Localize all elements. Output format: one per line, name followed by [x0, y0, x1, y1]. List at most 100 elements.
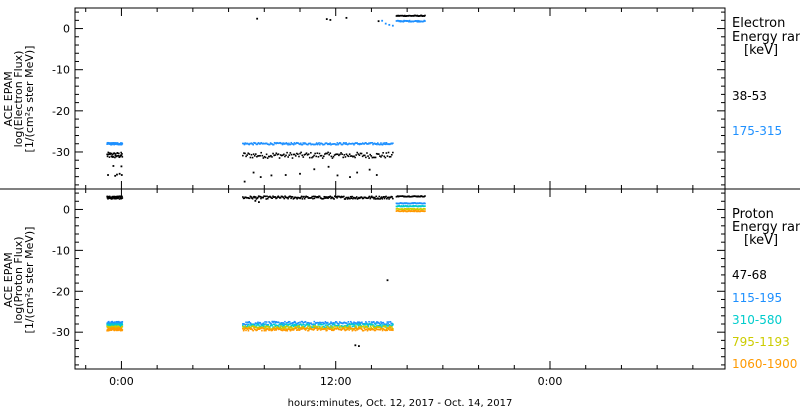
data-point: [292, 322, 295, 324]
data-point: [259, 325, 262, 328]
data-point: [277, 153, 280, 155]
data-point: [299, 152, 301, 155]
data-point: [303, 143, 305, 145]
data-point: [344, 143, 347, 145]
data-point: [318, 326, 320, 328]
data-point: [106, 143, 108, 145]
data-point: [243, 328, 246, 331]
data-point: [340, 196, 342, 199]
data-point: [262, 322, 265, 324]
data-point: [306, 327, 308, 330]
data-point: [110, 321, 113, 323]
data-point: [322, 155, 325, 158]
data-point: [386, 197, 388, 200]
data-point: [377, 20, 380, 23]
data-point: [121, 329, 124, 331]
data-point: [112, 197, 114, 200]
electron-legend-title-1: Electron: [732, 16, 785, 31]
data-point: [273, 329, 276, 331]
data-point: [298, 325, 301, 328]
data-point: [265, 321, 268, 323]
data-point: [314, 152, 316, 155]
data-point: [295, 327, 297, 329]
y-tick-label: -20: [52, 105, 70, 118]
data-point: [389, 327, 392, 329]
data-point: [370, 195, 373, 198]
data-point: [294, 155, 297, 157]
data-point: [328, 196, 331, 199]
data-point: [298, 326, 301, 328]
data-point: [347, 327, 350, 330]
data-point: [360, 326, 362, 328]
data-point: [346, 322, 348, 325]
data-point: [304, 320, 307, 323]
data-point: [271, 156, 273, 158]
data-point: [342, 327, 345, 330]
data-point: [296, 197, 298, 200]
data-point: [302, 156, 305, 158]
data-point: [301, 143, 304, 146]
data-point: [108, 195, 111, 198]
data-point: [113, 325, 115, 328]
data-point: [270, 323, 273, 325]
data-point: [356, 171, 359, 174]
data-point: [313, 154, 315, 157]
data-point: [112, 142, 115, 144]
data-point: [308, 328, 311, 331]
data-point: [387, 196, 390, 199]
data-point: [391, 24, 394, 27]
data-point: [107, 195, 110, 198]
proton-panel-frame: [74, 188, 726, 370]
data-point: [373, 197, 375, 200]
data-point: [321, 157, 324, 159]
data-point: [357, 324, 360, 327]
data-point: [288, 321, 291, 323]
data-point: [334, 325, 336, 328]
data-point: [376, 321, 378, 323]
data-point: [119, 196, 122, 198]
data-point: [262, 325, 265, 328]
data-point: [362, 154, 365, 157]
data-point: [335, 153, 338, 155]
data-point: [121, 325, 124, 328]
data-point: [381, 143, 384, 146]
data-point: [361, 196, 363, 199]
data-point: [346, 326, 348, 329]
data-point: [246, 325, 249, 327]
data-point: [345, 142, 347, 144]
data-point: [300, 151, 302, 154]
data-point: [280, 322, 283, 324]
data-point: [318, 152, 321, 155]
data-point: [113, 143, 116, 146]
data-point: [328, 153, 330, 156]
data-point: [311, 195, 314, 198]
data-point: [387, 322, 389, 325]
data-point: [121, 320, 124, 323]
data-point: [286, 329, 289, 332]
data-point: [327, 151, 329, 154]
data-point: [349, 325, 351, 328]
data-point: [285, 328, 288, 331]
data-point: [362, 329, 365, 332]
data-point: [116, 155, 118, 157]
data-point: [362, 325, 365, 327]
data-point: [111, 154, 114, 156]
data-point: [384, 325, 387, 327]
data-point: [257, 321, 259, 324]
data-point: [352, 323, 354, 326]
data-point: [120, 151, 122, 154]
data-point: [262, 327, 265, 330]
data-point: [322, 323, 324, 326]
data-point: [306, 154, 309, 156]
data-point: [252, 171, 255, 174]
data-point: [388, 198, 390, 200]
data-point: [392, 323, 394, 325]
x-tick-label: 0:00: [109, 375, 134, 388]
data-point: [326, 196, 329, 198]
data-point: [353, 143, 355, 146]
data-point: [120, 165, 123, 168]
data-point: [339, 328, 342, 330]
data-point: [273, 327, 275, 330]
data-point: [264, 195, 267, 198]
data-point: [392, 142, 394, 145]
